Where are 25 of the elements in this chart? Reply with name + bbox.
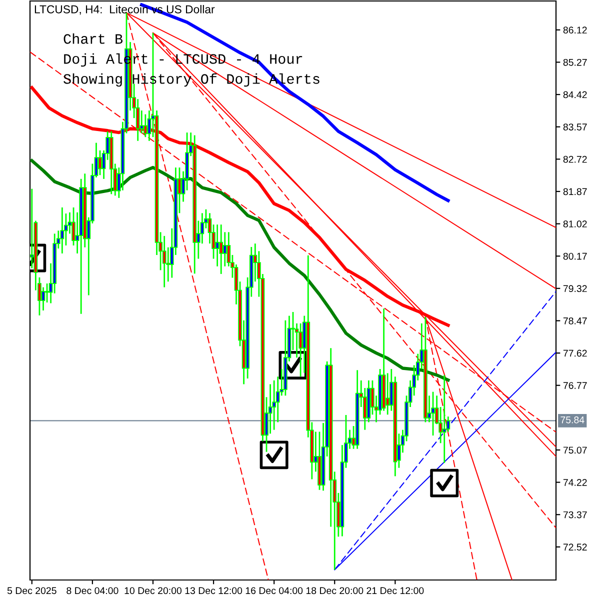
y-tick-label: 76.77 <box>563 382 587 389</box>
y-tick-label: 85.27 <box>563 58 587 66</box>
y-tick-label: 74.22 <box>563 479 587 486</box>
y-tick-label: 79.32 <box>563 285 587 292</box>
ref-line-label: 75.84 <box>560 416 584 424</box>
y-tick-label: 78.47 <box>563 317 587 324</box>
x-tick-label: 18 Dec 20:00 <box>306 587 364 594</box>
y-tick-label: 73.37 <box>563 511 587 518</box>
y-tick-label: 84.42 <box>563 91 587 98</box>
y-tick-label: 81.02 <box>563 220 587 228</box>
y-tick-label: 83.57 <box>563 124 587 130</box>
x-tick-label: 8 Dec 04:00 <box>66 587 118 594</box>
y-tick-label: 72.52 <box>563 544 587 551</box>
y-tick-label: 86.12 <box>563 26 587 34</box>
x-tick-label: 10 Dec 20:00 <box>124 587 182 594</box>
y-tick-label: 77.62 <box>563 350 587 357</box>
y-tick-label: 81.87 <box>563 188 587 196</box>
x-tick-label: 13 Dec 12:00 <box>185 587 242 594</box>
annotation: Chart B <box>64 33 123 44</box>
x-tick-label: 21 Dec 12:00 <box>366 587 424 594</box>
x-tick-label: 5 Dec 2025 <box>7 587 56 594</box>
y-tick-label: 75.07 <box>563 446 587 454</box>
y-tick-label: 80.17 <box>563 252 587 260</box>
y-tick-label: 82.72 <box>563 156 587 163</box>
x-tick-label: 16 Dec 04:00 <box>246 587 303 594</box>
